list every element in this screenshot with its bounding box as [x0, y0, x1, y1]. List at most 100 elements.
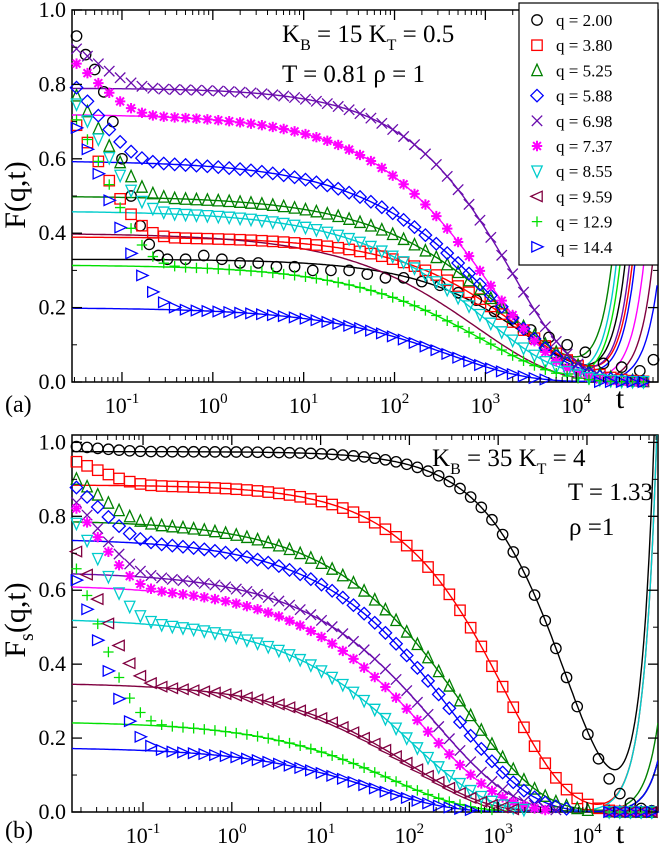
data-point: [390, 455, 402, 468]
data-point: [326, 769, 340, 783]
data-point: [244, 195, 258, 209]
data-point: [92, 531, 103, 543]
data-point: [261, 555, 276, 570]
data-point: [421, 751, 435, 766]
data-point: [305, 743, 317, 755]
data-point: [345, 726, 360, 739]
data-point: [452, 184, 464, 196]
data-point: [385, 206, 400, 221]
data-point: [79, 489, 95, 505]
data-point: [303, 707, 317, 721]
data-point: [156, 586, 167, 597]
data-point: [422, 561, 434, 573]
data-point: [528, 349, 541, 364]
data-point: [451, 255, 466, 271]
data-point: [462, 300, 476, 314]
x-tick-label: 103: [471, 391, 501, 418]
data-point: [401, 703, 412, 714]
data-point: [213, 115, 224, 126]
data-point: [81, 459, 93, 472]
data-point: [398, 756, 413, 769]
data-point: [113, 672, 125, 683]
panel-b-frame: [71, 434, 659, 813]
data-point: [143, 535, 159, 550]
legend-marker: [531, 39, 543, 52]
data-point: [260, 695, 275, 709]
data-point: [454, 759, 466, 771]
data-point: [168, 190, 181, 205]
data-point: [365, 155, 377, 167]
data-point: [122, 526, 137, 541]
data-point: [411, 461, 424, 474]
data-point: [143, 676, 157, 690]
data-point: [375, 222, 389, 236]
panel-b-xlabel: t: [616, 817, 625, 850]
data-point: [540, 346, 551, 358]
data-point: [209, 593, 221, 605]
data-point: [81, 115, 94, 129]
data-point: [539, 355, 552, 370]
data-point: [69, 480, 84, 495]
data-point: [190, 304, 205, 317]
legend-marker: [531, 140, 543, 152]
data-point: [367, 737, 381, 750]
y-tick-label: 0.6: [39, 577, 67, 602]
data-point: [134, 565, 147, 577]
data-point: [331, 208, 345, 223]
data-point: [408, 336, 423, 350]
data-point: [292, 704, 307, 717]
data-point: [495, 765, 510, 780]
data-point: [369, 671, 380, 683]
data-point: [313, 711, 328, 725]
data-point: [80, 94, 95, 109]
data-point: [199, 724, 210, 735]
data-point: [79, 568, 93, 581]
data-point: [288, 200, 301, 214]
series-markers: [71, 563, 657, 818]
data-point: [364, 218, 378, 232]
legend-label: q = 9.59: [556, 187, 612, 206]
data-point: [454, 482, 466, 495]
data-point: [273, 757, 287, 770]
data-point: [451, 291, 465, 306]
data-point: [245, 265, 257, 277]
y-tick-label: 0.6: [39, 146, 67, 171]
data-point: [147, 285, 161, 299]
data-point: [113, 154, 127, 169]
data-point: [592, 752, 605, 765]
data-point: [135, 707, 146, 718]
data-point: [79, 48, 92, 61]
data-point: [157, 296, 172, 309]
data-point: [143, 238, 156, 251]
data-point: [347, 775, 362, 789]
data-point: [177, 574, 189, 587]
panel-a-tag: (a): [5, 392, 32, 418]
data-point: [452, 715, 468, 730]
data-point: [241, 752, 255, 765]
data-point: [273, 611, 285, 622]
data-point: [375, 327, 390, 340]
data-point: [444, 749, 455, 760]
data-point: [287, 170, 302, 185]
data-point: [277, 217, 290, 232]
data-point: [325, 264, 337, 277]
data-point: [347, 635, 360, 648]
data-point: [326, 621, 338, 633]
data-point: [102, 468, 115, 481]
data-point: [189, 158, 204, 173]
data-point: [243, 163, 259, 178]
data-point: [256, 266, 268, 278]
legend-marker: [529, 88, 545, 103]
data-point: [104, 179, 115, 190]
data-point: [356, 731, 370, 745]
data-point: [155, 517, 168, 532]
data-point: [70, 455, 83, 468]
data-point: [278, 268, 289, 280]
data-point: [420, 199, 431, 210]
series-markers: [70, 121, 652, 389]
data-point: [207, 543, 223, 559]
data-point: [153, 680, 168, 693]
data-point: [336, 678, 350, 693]
data-point: [516, 783, 532, 798]
data-point: [304, 550, 318, 564]
